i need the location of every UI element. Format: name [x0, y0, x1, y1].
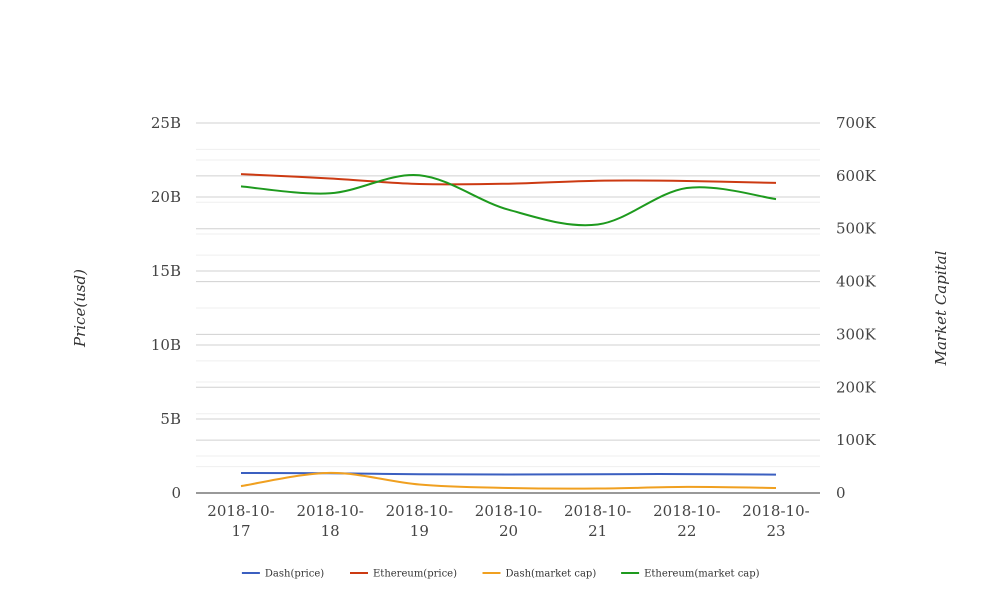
right-tick-label: 0	[836, 484, 846, 502]
legend-item-ethereum-market-cap[interactable]: Ethereum(market cap)	[621, 569, 760, 580]
left-axis-title: Price(usd)	[71, 269, 89, 348]
left-tick-label: 15B	[151, 262, 181, 280]
x-axis-ticks: 2018-10-17 2018-10-18 2018-10-19 2018-10-20…	[207, 502, 809, 540]
x-tick-label: 2018-10-17	[207, 502, 274, 540]
series-lines	[240, 173, 777, 490]
grid-lines	[196, 122, 820, 468]
right-axis-title: Market Capital	[932, 250, 950, 366]
x-tick-label: 2018-10-19	[386, 502, 453, 540]
legend-label: Dash(price)	[265, 569, 324, 580]
legend-item-dash-market-cap[interactable]: Dash(market cap)	[482, 569, 597, 580]
series-line-dash-market-cap	[240, 471, 777, 490]
right-tick-label: 600K	[836, 167, 877, 185]
legend-label: Dash(market cap)	[506, 569, 597, 580]
left-tick-label: 10B	[151, 336, 181, 354]
x-tick-label: 2018-10-23	[742, 502, 809, 540]
left-tick-label: 25B	[151, 114, 181, 132]
right-tick-label: 200K	[836, 378, 877, 396]
right-tick-label: 400K	[836, 273, 877, 291]
x-tick-label: 2018-10-21	[564, 502, 631, 540]
legend-item-ethereum-price[interactable]: Ethereum(price)	[350, 569, 457, 580]
left-tick-label: 0	[171, 484, 181, 502]
series-line-ethereum-market-cap	[240, 174, 777, 227]
right-tick-label: 700K	[836, 114, 877, 132]
right-tick-label: 100K	[836, 431, 877, 449]
series-line-ethereum-price	[240, 173, 777, 186]
right-axis-ticks: 0 100K 200K 300K 400K 500K 600K 700K	[836, 114, 877, 502]
legend-label: Ethereum(price)	[373, 569, 457, 580]
left-tick-label: 5B	[160, 410, 181, 428]
x-tick-label: 2018-10-20	[475, 502, 542, 540]
legend: Dash(price) Ethereum(price) Dash(market ca…	[241, 569, 760, 580]
x-tick-label: 2018-10-22	[653, 502, 720, 540]
left-axis-ticks: 0 5B 10B 15B 20B 25B	[151, 114, 181, 502]
legend-label: Ethereum(market cap)	[644, 569, 760, 580]
left-tick-label: 20B	[151, 188, 181, 206]
x-tick-label: 2018-10-18	[296, 502, 363, 540]
right-tick-label: 300K	[836, 325, 877, 343]
right-tick-label: 500K	[836, 220, 877, 238]
legend-item-dash-price[interactable]: Dash(price)	[241, 569, 324, 580]
